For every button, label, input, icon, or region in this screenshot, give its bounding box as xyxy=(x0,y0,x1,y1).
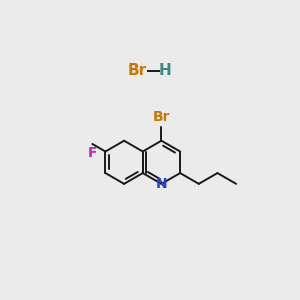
Text: Br: Br xyxy=(153,110,170,124)
Text: N: N xyxy=(156,177,167,191)
Text: Br: Br xyxy=(127,63,146,78)
Text: F: F xyxy=(88,146,97,160)
Text: H: H xyxy=(159,63,172,78)
